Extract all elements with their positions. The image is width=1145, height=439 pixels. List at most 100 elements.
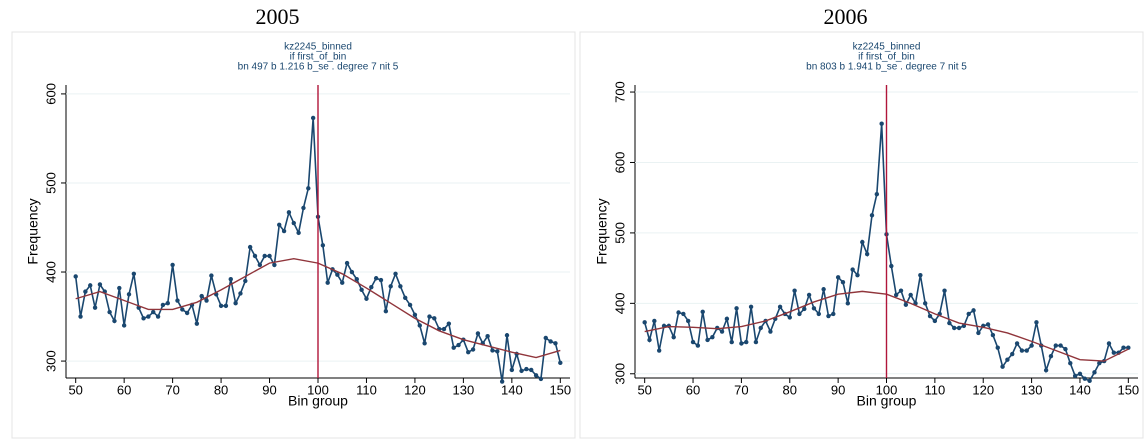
data-point: [845, 301, 851, 306]
data-point: [112, 318, 117, 324]
data-point: [748, 304, 754, 310]
data-point: [855, 272, 860, 278]
data-point: [155, 314, 161, 319]
data-point: [681, 311, 686, 317]
data-point: [412, 312, 418, 317]
data-point: [160, 302, 166, 308]
data-point: [1024, 348, 1029, 353]
data-point: [538, 376, 544, 382]
x-tick-label: 70: [734, 382, 748, 397]
data-point: [349, 269, 355, 275]
data-point: [1058, 343, 1063, 348]
x-tick-label: 60: [117, 382, 131, 397]
data-point: [344, 260, 350, 266]
data-point: [432, 316, 437, 321]
data-point: [170, 262, 175, 268]
x-tick-label: 90: [831, 382, 845, 397]
data-point: [719, 329, 725, 334]
data-point: [671, 334, 676, 340]
data-point: [325, 280, 330, 285]
data-point: [1111, 350, 1117, 355]
data-point: [744, 339, 749, 345]
x-axis-label: Bin group: [857, 393, 917, 409]
data-point: [407, 302, 413, 308]
data-point: [1010, 351, 1015, 357]
y-tick-label: 300: [612, 363, 627, 385]
data-point: [908, 292, 913, 298]
data-point: [509, 367, 515, 373]
data-point: [700, 309, 705, 314]
data-point: [543, 335, 548, 341]
data-point: [310, 115, 316, 121]
data-point: [985, 322, 991, 327]
data-point: [131, 271, 137, 277]
data-point: [976, 330, 981, 336]
data-point: [485, 333, 490, 339]
data-point: [359, 287, 364, 293]
x-tick-label: 50: [637, 382, 651, 397]
data-point: [676, 310, 681, 315]
data-point: [724, 316, 730, 322]
data-point: [533, 373, 539, 378]
data-point: [499, 379, 505, 384]
data-point: [373, 276, 379, 281]
data-point: [475, 331, 481, 336]
panel-title: 2005: [256, 4, 300, 29]
data-point: [504, 333, 510, 338]
data-point: [403, 295, 408, 301]
data-point: [1077, 371, 1083, 376]
data-point: [243, 278, 248, 284]
data-point: [73, 274, 78, 279]
y-tick-label: 600: [43, 83, 58, 105]
data-point: [151, 309, 156, 315]
x-tick-label: 50: [68, 382, 82, 397]
data-point: [296, 230, 301, 236]
x-tick-label: 80: [783, 382, 797, 397]
data-point: [840, 280, 846, 285]
y-tick-label: 500: [43, 172, 58, 194]
data-point: [175, 298, 180, 303]
data-point: [1043, 368, 1049, 373]
data-point: [787, 315, 792, 320]
data-point: [92, 305, 98, 310]
x-tick-label: 100: [876, 382, 898, 397]
data-point: [918, 272, 923, 278]
x-tick-label: 130: [453, 382, 475, 397]
data-point: [180, 307, 185, 312]
data-point: [398, 284, 403, 289]
data-point: [388, 284, 393, 289]
data-point: [141, 316, 146, 321]
data-point: [753, 339, 759, 345]
data-point: [932, 318, 938, 324]
data-point: [1005, 357, 1010, 362]
x-tick-label: 110: [924, 382, 945, 397]
y-axis-label: Frequency: [25, 198, 41, 264]
data-point: [83, 289, 88, 294]
data-point: [797, 311, 802, 317]
data-point: [335, 272, 340, 277]
data-point: [199, 293, 204, 299]
x-tick-label: 100: [307, 382, 329, 397]
data-point: [257, 262, 263, 268]
data-point: [451, 345, 456, 350]
data-point: [816, 311, 821, 317]
data-point: [729, 339, 734, 345]
data-point: [364, 296, 369, 301]
data-point: [1053, 343, 1058, 348]
data-point: [126, 292, 132, 297]
x-tick-label: 150: [1117, 382, 1139, 397]
data-point: [247, 244, 253, 250]
data-point: [652, 318, 657, 324]
data-point: [1063, 346, 1068, 352]
x-tick-label: 150: [549, 382, 571, 397]
data-point: [1087, 378, 1092, 384]
data-point: [768, 329, 773, 334]
data-point: [874, 191, 880, 197]
panel: [579, 31, 1144, 439]
panel: [11, 31, 576, 439]
subtitle: bn 497 b 1.216 b_se . degree 7 nit 5: [238, 62, 399, 73]
data-point: [811, 306, 817, 311]
data-point: [209, 273, 214, 278]
subtitle: bn 803 b 1.941 b_se . degree 7 nit 5: [806, 62, 967, 73]
data-point: [277, 222, 282, 228]
